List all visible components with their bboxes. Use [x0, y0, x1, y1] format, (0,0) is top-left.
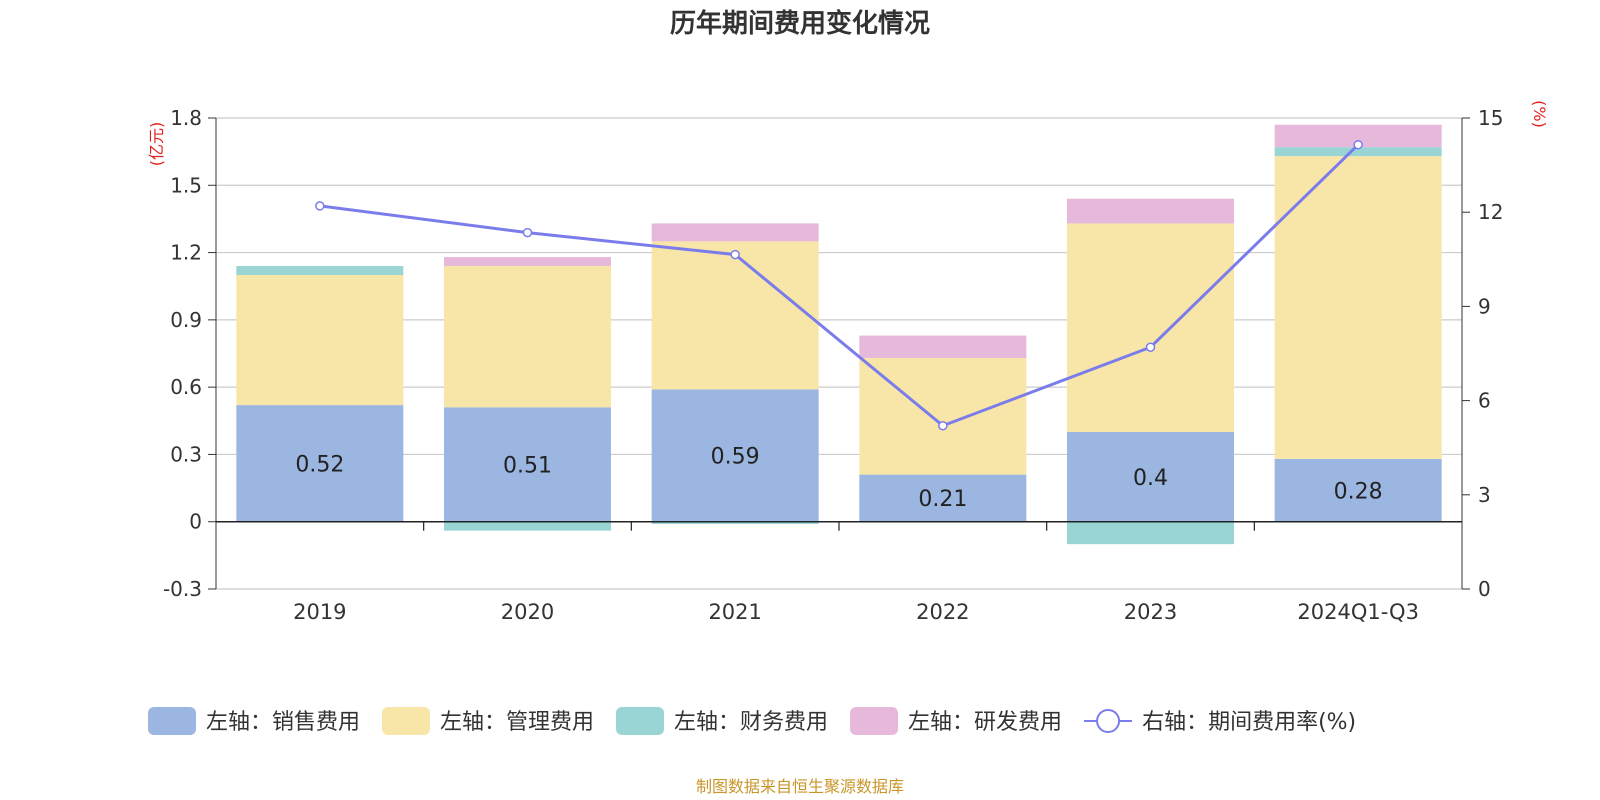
right-tick-label: 9	[1478, 294, 1491, 318]
category-label: 2024Q1-Q3	[1297, 600, 1419, 624]
legend-label: 左轴：财务费用	[674, 710, 828, 735]
bar-segment	[651, 241, 819, 390]
sales-value-label: 0.28	[1334, 479, 1383, 504]
chart-title: 历年期间费用变化情况	[670, 8, 930, 39]
bar-segment	[1274, 124, 1442, 148]
bar-segment	[1274, 156, 1442, 459]
legend-swatch	[850, 707, 899, 735]
line-point	[730, 249, 740, 260]
bar-segment	[444, 521, 611, 531]
bars	[236, 124, 1442, 545]
legend-label: 左轴：销售费用	[206, 710, 360, 735]
right-tick-label: 3	[1478, 483, 1491, 507]
right-tick-label: 0	[1478, 577, 1491, 601]
right-tick-label: 12	[1478, 200, 1503, 224]
right-tick-label: 15	[1478, 106, 1503, 130]
bar-labels: 0.52 0.51 0.59 0.21 0.4 0.28	[295, 445, 1382, 513]
bar-segment	[444, 266, 611, 408]
bar-segment	[651, 521, 819, 524]
left-tick-label: 0.3	[170, 442, 202, 466]
category-label: 2019	[293, 600, 346, 624]
sales-value-label: 0.21	[918, 487, 967, 512]
right-axis-unit: (%)	[1530, 100, 1549, 128]
legend-swatch	[616, 707, 665, 735]
line-point	[315, 201, 325, 211]
bar-segment	[1274, 458, 1442, 522]
legend-label: 左轴：研发费用	[908, 710, 1062, 735]
category-label: 2022	[916, 600, 969, 624]
line-point	[1145, 342, 1156, 352]
bar-segment	[444, 257, 611, 267]
bar-segment	[444, 407, 611, 522]
sales-value-label: 0.52	[295, 452, 344, 477]
bar-segment	[859, 335, 1027, 358]
left-tick-label: 0.6	[170, 375, 202, 399]
legend-swatch	[382, 707, 431, 735]
left-tick-label: 1.2	[170, 241, 202, 265]
bar-segment	[236, 266, 404, 275]
legend-label: 右轴：期间费用率(%)	[1142, 710, 1356, 735]
category-label: 2023	[1124, 600, 1177, 624]
category-label: 2020	[501, 600, 554, 624]
sales-value-label: 0.59	[711, 445, 760, 470]
line-point	[938, 420, 948, 431]
axes: 1.8 1.5 1.2 0.9 0.6 0.3 0 -0.3 15 12 9 6 3 0 (亿元) (%) 20…	[147, 100, 1549, 624]
category-label: 2021	[708, 600, 761, 624]
bar-segment	[236, 405, 404, 522]
expense-rate-polyline	[319, 143, 1360, 428]
expense-rate-line	[315, 139, 1363, 431]
bar-segment	[651, 389, 819, 522]
bar-segment	[859, 357, 1027, 475]
bar-segment	[1274, 147, 1442, 157]
sales-value-label: 0.51	[503, 454, 552, 479]
left-tick-label: -0.3	[163, 577, 202, 601]
legend-marker	[1096, 709, 1121, 733]
bar-segment	[859, 474, 1027, 522]
line-point	[522, 227, 533, 238]
left-tick-label: 0	[189, 510, 202, 534]
sales-value-label: 0.4	[1133, 466, 1168, 491]
source-note: 制图数据来自恒生聚源数据库	[696, 777, 904, 796]
left-axis-unit: (亿元)	[147, 122, 166, 167]
bar-segment	[1067, 198, 1234, 224]
line-point	[1353, 139, 1363, 150]
legend-swatch	[148, 707, 196, 735]
left-tick-label: 0.9	[170, 308, 202, 332]
left-tick-label: 1.5	[170, 173, 202, 197]
bar-segment	[1067, 223, 1234, 432]
bar-segment	[651, 223, 819, 242]
bar-segment	[1067, 432, 1234, 522]
legend: 左轴：销售费用 左轴：管理费用 左轴：财务费用 左轴：研发费用 右轴：期间费用率(%)	[148, 707, 1356, 735]
right-tick-label: 6	[1478, 389, 1491, 413]
bar-segment	[236, 275, 404, 406]
bar-segment	[1067, 521, 1234, 545]
legend-label: 左轴：管理费用	[440, 710, 594, 735]
left-tick-label: 1.8	[170, 106, 202, 130]
